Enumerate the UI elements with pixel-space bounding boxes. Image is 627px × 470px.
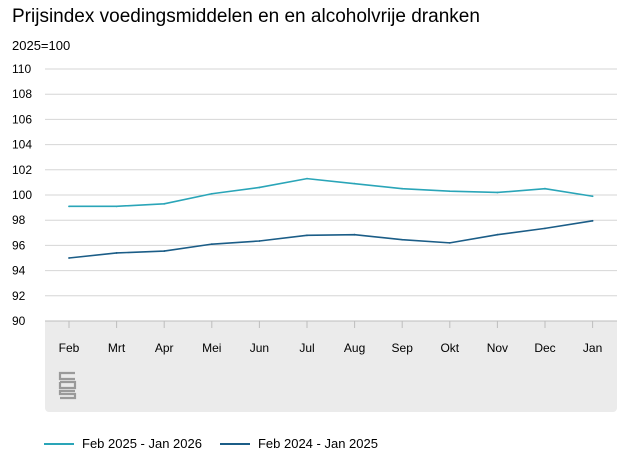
series-2-point-dec	[544, 227, 546, 230]
series-2-point-jan	[591, 219, 594, 222]
legend-label-series-1: Feb 2025 - Jan 2026	[82, 436, 202, 451]
legend: Feb 2025 - Jan 2026 Feb 2024 - Jan 2025	[44, 436, 396, 451]
series-2-point-mei	[210, 243, 213, 246]
y-tick-label-90: 90	[12, 314, 26, 328]
series-line-2	[68, 220, 593, 259]
series-2-point-jun	[258, 240, 261, 242]
y-tick-label-102: 102	[12, 163, 32, 177]
legend-item-series-2: Feb 2024 - Jan 2025	[219, 436, 378, 451]
series-1-point-apr	[163, 202, 166, 205]
series-1-point-okt	[448, 190, 451, 193]
x-tick-label-nov: Nov	[487, 341, 508, 355]
x-axis-band	[45, 321, 617, 412]
series-1-point-jun	[258, 186, 261, 189]
series-1-point-nov	[496, 191, 499, 194]
legend-swatch-series-1	[44, 442, 74, 445]
series-2-point-jul	[306, 234, 308, 237]
series-2-point-apr	[163, 250, 166, 252]
series-2-point-aug	[353, 233, 356, 236]
series-1-point-mei	[210, 192, 213, 195]
x-tick-label-aug: Aug	[344, 341, 365, 355]
y-tick-label-108: 108	[12, 87, 32, 101]
series-1-point-aug	[353, 182, 356, 185]
y-tick-label-98: 98	[12, 213, 26, 227]
series-line-1	[69, 177, 593, 208]
y-tick-label-94: 94	[12, 264, 26, 278]
series-2-point-sep	[401, 238, 404, 241]
x-tick-label-mei: Mei	[202, 341, 221, 355]
y-tick-label-110: 110	[12, 62, 31, 76]
series-2-point-mrt	[115, 252, 118, 254]
x-tick-label-apr: Apr	[155, 341, 174, 355]
cbs-logo-icon	[58, 371, 77, 400]
y-tick-label-96: 96	[12, 238, 26, 252]
series-1-point-dec	[544, 187, 546, 190]
x-tick-label-feb: Feb	[59, 341, 80, 355]
x-tick-label-mrt: Mrt	[108, 341, 126, 355]
x-tick-label-sep: Sep	[392, 341, 414, 355]
legend-item-series-1: Feb 2025 - Jan 2026	[44, 436, 202, 451]
series-2-point-nov	[496, 233, 499, 236]
x-tick-label-jan: Jan	[583, 341, 602, 355]
y-tick-label-100: 100	[12, 188, 32, 202]
y-axis-unit-label: 2025=100	[12, 38, 71, 53]
chart-title: Prijsindex voedingsmiddelen en en alcoho…	[12, 6, 480, 27]
series-2-point-okt	[448, 241, 451, 244]
x-tick-label-jun: Jun	[250, 341, 269, 355]
series-2-point-feb	[68, 257, 70, 259]
legend-label-series-2: Feb 2024 - Jan 2025	[257, 436, 378, 451]
series-1-point-feb	[68, 205, 70, 208]
series-1-point-jan	[591, 195, 594, 198]
y-tick-label-104: 104	[12, 138, 32, 152]
x-tick-label-jul: Jul	[299, 341, 314, 355]
y-tick-label-92: 92	[12, 289, 26, 303]
legend-swatch-series-2	[219, 442, 250, 445]
x-tick-label-dec: Dec	[534, 341, 555, 355]
x-tick-label-okt: Okt	[440, 341, 459, 355]
y-tick-label-106: 106	[12, 112, 32, 126]
series-1-point-jul	[306, 177, 308, 180]
series-1-point-sep	[401, 187, 404, 190]
series-1-point-mrt	[115, 205, 118, 208]
